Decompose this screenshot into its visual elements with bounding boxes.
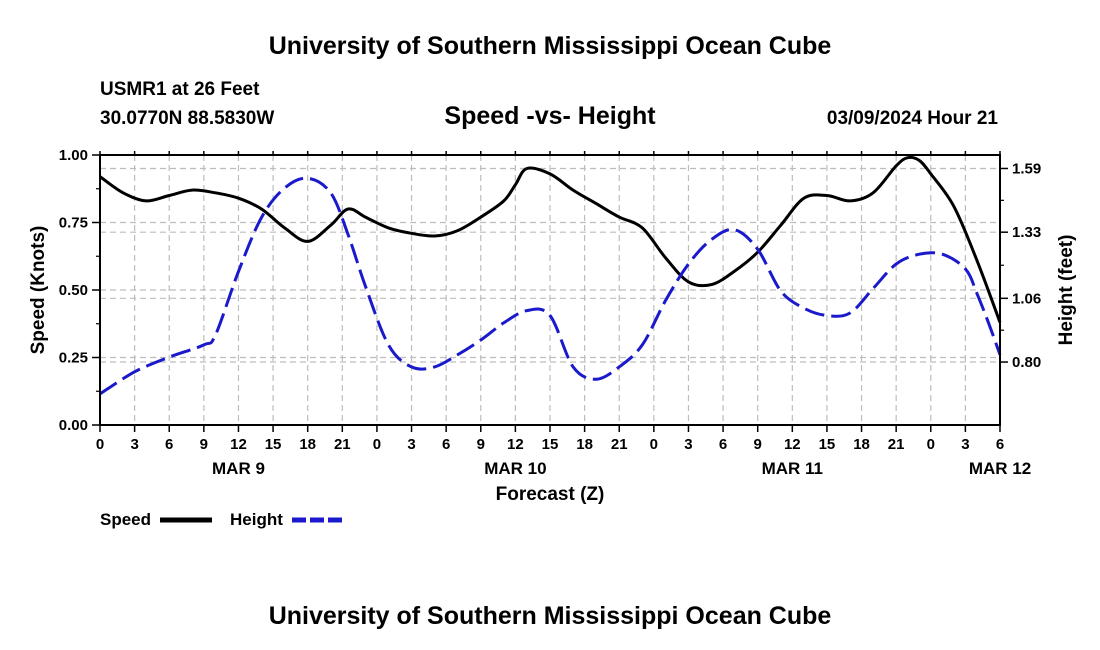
y-right-tick-label: 0.80 xyxy=(1012,354,1041,371)
x-tick-label: 18 xyxy=(853,436,870,453)
x-day-label: MAR 12 xyxy=(969,459,1031,478)
y-left-axis-title: Speed (Knots) xyxy=(28,226,49,355)
x-tick-label: 21 xyxy=(334,436,351,453)
datetime-label: 03/09/2024 Hour 21 xyxy=(827,108,999,129)
y-left-tick-label: 0.75 xyxy=(59,215,88,232)
x-day-label: MAR 11 xyxy=(762,459,823,478)
footer-title: University of Southern Mississippi Ocean… xyxy=(269,602,832,630)
series-line-speed xyxy=(99,155,1002,323)
x-tick-label: 18 xyxy=(576,436,593,453)
x-tick-label: 9 xyxy=(477,436,485,453)
x-tick-label: 12 xyxy=(230,436,247,453)
x-tick-label: 3 xyxy=(130,436,138,453)
x-tick-label: 12 xyxy=(784,436,801,453)
x-day-label: MAR 9 xyxy=(212,459,265,478)
y-right-tick-label: 1.59 xyxy=(1012,160,1041,177)
x-tick-label: 6 xyxy=(165,436,173,453)
y-left-tick-label: 0.25 xyxy=(59,350,88,367)
axes: 0 3 6 9 12 15 18 21 0 3 6 9 12 15 18 21 0 3 6 9 12 15 18 21 0 3 6 0… xyxy=(59,147,1041,478)
series-line-height xyxy=(99,176,1002,396)
x-tick-label: 15 xyxy=(542,436,559,453)
x-tick-label: 0 xyxy=(927,436,935,453)
legend-speed-label: Speed xyxy=(100,510,151,529)
x-tick-label: 21 xyxy=(611,436,628,453)
x-tick-label: 0 xyxy=(373,436,381,453)
plot-title: Speed -vs- Height xyxy=(444,102,656,130)
station-label: USMR1 at 26 Feet xyxy=(100,79,260,100)
y-left-tick-label: 0.50 xyxy=(59,282,88,299)
y-left-tick-label: 0.00 xyxy=(59,417,88,434)
x-tick-label: 9 xyxy=(200,436,208,453)
y-right-tick-label: 1.06 xyxy=(1012,290,1041,307)
x-day-label: MAR 10 xyxy=(484,459,546,478)
x-tick-label: 6 xyxy=(442,436,450,453)
x-tick-label: 15 xyxy=(819,436,836,453)
y-right-tick-label: 1.33 xyxy=(1012,224,1041,241)
page-title: University of Southern Mississippi Ocean… xyxy=(269,32,832,60)
x-tick-label: 12 xyxy=(507,436,524,453)
x-tick-label: 18 xyxy=(299,436,316,453)
x-tick-label: 3 xyxy=(961,436,969,453)
series-layer xyxy=(99,155,1002,396)
x-tick-label: 9 xyxy=(754,436,762,453)
y-left-tick-label: 1.00 xyxy=(59,147,88,164)
x-axis-title: Forecast (Z) xyxy=(496,484,605,505)
x-tick-label: 0 xyxy=(650,436,658,453)
x-tick-label: 3 xyxy=(684,436,692,453)
x-tick-label: 21 xyxy=(888,436,905,453)
x-tick-label: 0 xyxy=(96,436,104,453)
x-tick-label: 15 xyxy=(265,436,282,453)
y-right-axis-title: Height (feet) xyxy=(1056,235,1077,346)
x-tick-label: 6 xyxy=(719,436,727,453)
grid xyxy=(100,155,1000,425)
location-label: 30.0770N 88.5830W xyxy=(100,108,274,129)
x-tick-label: 6 xyxy=(996,436,1004,453)
legend: Speed Height xyxy=(100,510,344,529)
x-tick-label: 3 xyxy=(407,436,415,453)
legend-height-label: Height xyxy=(230,510,283,529)
